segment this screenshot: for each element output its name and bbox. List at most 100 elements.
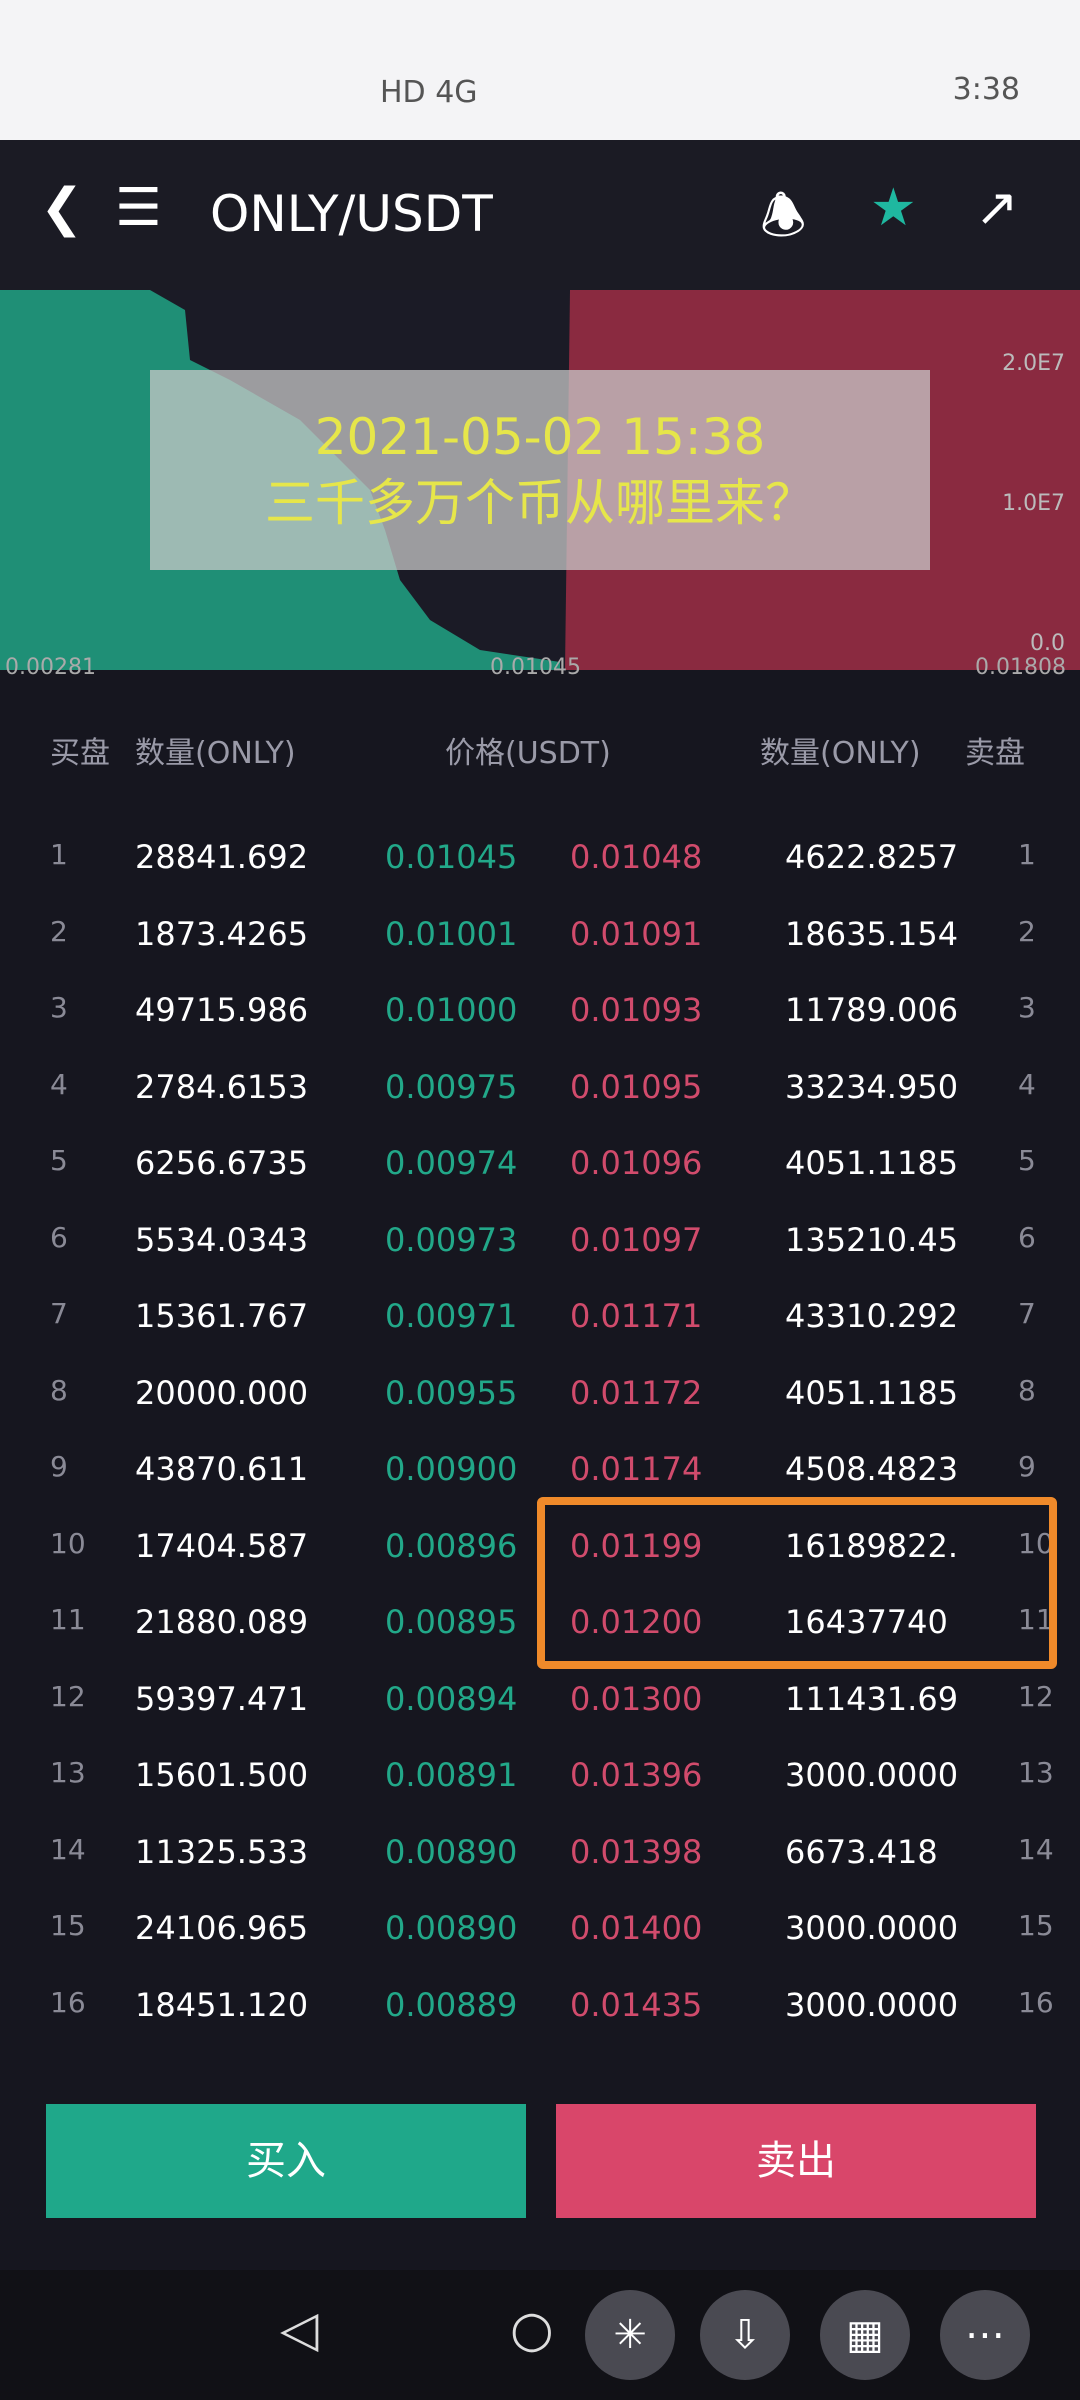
ask-qty: 4622.8257 bbox=[785, 838, 959, 876]
ask-price: 0.01398 bbox=[570, 1832, 703, 1871]
y-tick: 0.0 bbox=[1030, 631, 1065, 656]
y-tick: 1.0E7 bbox=[1002, 491, 1065, 516]
bid-index: 11 bbox=[50, 1603, 86, 1636]
bid-qty: 5534.0343 bbox=[135, 1220, 309, 1259]
bid-qty: 59397.471 bbox=[135, 1679, 309, 1718]
ask-qty: 11789.006 bbox=[785, 991, 959, 1029]
order-row[interactable]: 15 24106.965 0.00890 0.01400 3000.0000 15 bbox=[0, 1891, 1080, 1967]
order-row[interactable]: 2 1873.4265 0.01001 0.01091 18635.154 2 bbox=[0, 897, 1080, 973]
bid-index: 16 bbox=[50, 1985, 86, 2019]
order-row[interactable]: 3 49715.986 0.01000 0.01093 11789.006 3 bbox=[0, 973, 1080, 1049]
bid-qty: 15601.500 bbox=[135, 1756, 309, 1794]
ask-qty: 4051.1185 bbox=[785, 1373, 959, 1412]
bid-index: 2 bbox=[50, 914, 68, 948]
share-icon[interactable]: ↗ bbox=[975, 178, 1019, 238]
bell-icon[interactable]: 🕭 bbox=[760, 187, 807, 247]
bid-index: 1 bbox=[50, 838, 68, 871]
ask-index: 8 bbox=[1018, 1373, 1036, 1407]
bid-price: 0.00955 bbox=[385, 1373, 518, 1412]
order-row[interactable]: 4 2784.6153 0.00975 0.01095 33234.950 4 bbox=[0, 1050, 1080, 1126]
order-row[interactable]: 9 43870.611 0.00900 0.01174 4508.4823 9 bbox=[0, 1432, 1080, 1508]
back-nav-icon[interactable]: ◁ bbox=[280, 2300, 319, 2358]
nav-bar: ◁ ○ ✳ ⇩ ▦ ⋯ bbox=[0, 2270, 1080, 2400]
home-nav-icon[interactable]: ○ bbox=[510, 2300, 554, 2358]
ask-qty: 6673.418 bbox=[785, 1832, 938, 1871]
grid-icon[interactable]: ▦ bbox=[820, 2290, 910, 2380]
x-tick: 0.00281 bbox=[5, 655, 96, 680]
bid-price: 0.00895 bbox=[385, 1603, 518, 1641]
ask-index: 6 bbox=[1018, 1220, 1036, 1254]
bid-index: 6 bbox=[50, 1220, 68, 1254]
star-icon[interactable]: ★ bbox=[870, 178, 917, 238]
order-row[interactable]: 1 28841.692 0.01045 0.01048 4622.8257 1 bbox=[0, 820, 1080, 896]
network-indicator: HD 4G bbox=[380, 75, 478, 110]
ask-qty: 33234.950 bbox=[785, 1067, 959, 1106]
order-row[interactable]: 5 6256.6735 0.00974 0.01096 4051.1185 5 bbox=[0, 1126, 1080, 1202]
ask-price: 0.01095 bbox=[570, 1067, 703, 1106]
buy-button[interactable]: 买入 bbox=[46, 2104, 526, 2218]
bid-index: 10 bbox=[50, 1526, 86, 1560]
col-ask-qty: 数量(ONLY) bbox=[760, 736, 921, 771]
ask-qty: 4051.1185 bbox=[785, 1144, 959, 1182]
order-row[interactable]: 11 21880.089 0.00895 0.01200 16437740 11 bbox=[0, 1585, 1080, 1661]
order-row[interactable]: 8 20000.000 0.00955 0.01172 4051.1185 8 bbox=[0, 1356, 1080, 1432]
order-row[interactable]: 14 11325.533 0.00890 0.01398 6673.418 14 bbox=[0, 1815, 1080, 1891]
ask-qty: 43310.292 bbox=[785, 1297, 959, 1335]
status-bar: HD 4G 3:38 bbox=[0, 0, 1080, 140]
ask-qty: 3000.0000 bbox=[785, 1756, 959, 1794]
col-bid: 买盘 bbox=[50, 736, 110, 771]
ask-index: 12 bbox=[1018, 1679, 1054, 1713]
bid-price: 0.00891 bbox=[385, 1756, 518, 1794]
bid-price: 0.00900 bbox=[385, 1450, 518, 1488]
sell-button[interactable]: 卖出 bbox=[556, 2104, 1036, 2218]
order-row[interactable]: 12 59397.471 0.00894 0.01300 111431.69 12 bbox=[0, 1662, 1080, 1738]
pair-title: ONLY/USDT bbox=[210, 185, 493, 243]
order-row[interactable]: 13 15601.500 0.00891 0.01396 3000.0000 13 bbox=[0, 1738, 1080, 1814]
order-row[interactable]: 7 15361.767 0.00971 0.01171 43310.292 7 bbox=[0, 1279, 1080, 1355]
bid-index: 3 bbox=[50, 991, 68, 1024]
ask-index: 16 bbox=[1018, 1985, 1054, 2019]
bid-price: 0.00889 bbox=[385, 1985, 518, 2024]
x-tick: 0.01808 bbox=[975, 655, 1066, 680]
ask-price: 0.01093 bbox=[570, 991, 703, 1029]
ask-qty: 16189822. bbox=[785, 1526, 959, 1565]
bid-index: 9 bbox=[50, 1450, 68, 1483]
bid-price: 0.00974 bbox=[385, 1144, 518, 1182]
ask-index: 15 bbox=[1018, 1909, 1054, 1942]
col-price: 价格(USDT) bbox=[445, 736, 611, 771]
assist-icon[interactable]: ✳ bbox=[585, 2290, 675, 2380]
ask-index: 5 bbox=[1018, 1144, 1036, 1177]
caption-text: 三千多万个币从哪里来？ bbox=[265, 474, 815, 532]
ask-qty: 135210.45 bbox=[785, 1220, 959, 1259]
bid-qty: 21880.089 bbox=[135, 1603, 309, 1641]
ask-index: 2 bbox=[1018, 914, 1036, 948]
order-row[interactable]: 16 18451.120 0.00889 0.01435 3000.0000 16 bbox=[0, 1968, 1080, 2044]
back-icon[interactable]: ❮ bbox=[40, 178, 84, 238]
ask-price: 0.01048 bbox=[570, 838, 703, 876]
bid-index: 7 bbox=[50, 1297, 68, 1330]
ask-qty: 16437740 bbox=[785, 1603, 948, 1641]
x-tick: 0.01045 bbox=[490, 655, 581, 680]
ask-price: 0.01199 bbox=[570, 1526, 703, 1565]
bid-price: 0.00890 bbox=[385, 1909, 518, 1947]
ask-qty: 4508.4823 bbox=[785, 1450, 959, 1488]
order-row[interactable]: 6 5534.0343 0.00973 0.01097 135210.45 6 bbox=[0, 1203, 1080, 1279]
bid-price: 0.00973 bbox=[385, 1220, 518, 1259]
menu-icon[interactable]: ☰ bbox=[115, 178, 162, 238]
ask-index: 11 bbox=[1018, 1603, 1054, 1636]
bid-qty: 20000.000 bbox=[135, 1373, 309, 1412]
more-icon[interactable]: ⋯ bbox=[940, 2290, 1030, 2380]
ask-price: 0.01091 bbox=[570, 914, 703, 953]
ask-index: 10 bbox=[1018, 1526, 1054, 1560]
y-tick: 2.0E7 bbox=[1002, 351, 1065, 376]
download-icon[interactable]: ⇩ bbox=[700, 2290, 790, 2380]
ask-price: 0.01200 bbox=[570, 1603, 703, 1641]
bid-index: 8 bbox=[50, 1373, 68, 1407]
bid-price: 0.01001 bbox=[385, 914, 518, 953]
order-row[interactable]: 10 17404.587 0.00896 0.01199 16189822. 10 bbox=[0, 1509, 1080, 1585]
bid-price: 0.00971 bbox=[385, 1297, 518, 1335]
ask-qty: 3000.0000 bbox=[785, 1909, 959, 1947]
bid-qty: 24106.965 bbox=[135, 1909, 309, 1947]
col-bid-qty: 数量(ONLY) bbox=[135, 736, 296, 771]
bid-qty: 1873.4265 bbox=[135, 914, 309, 953]
